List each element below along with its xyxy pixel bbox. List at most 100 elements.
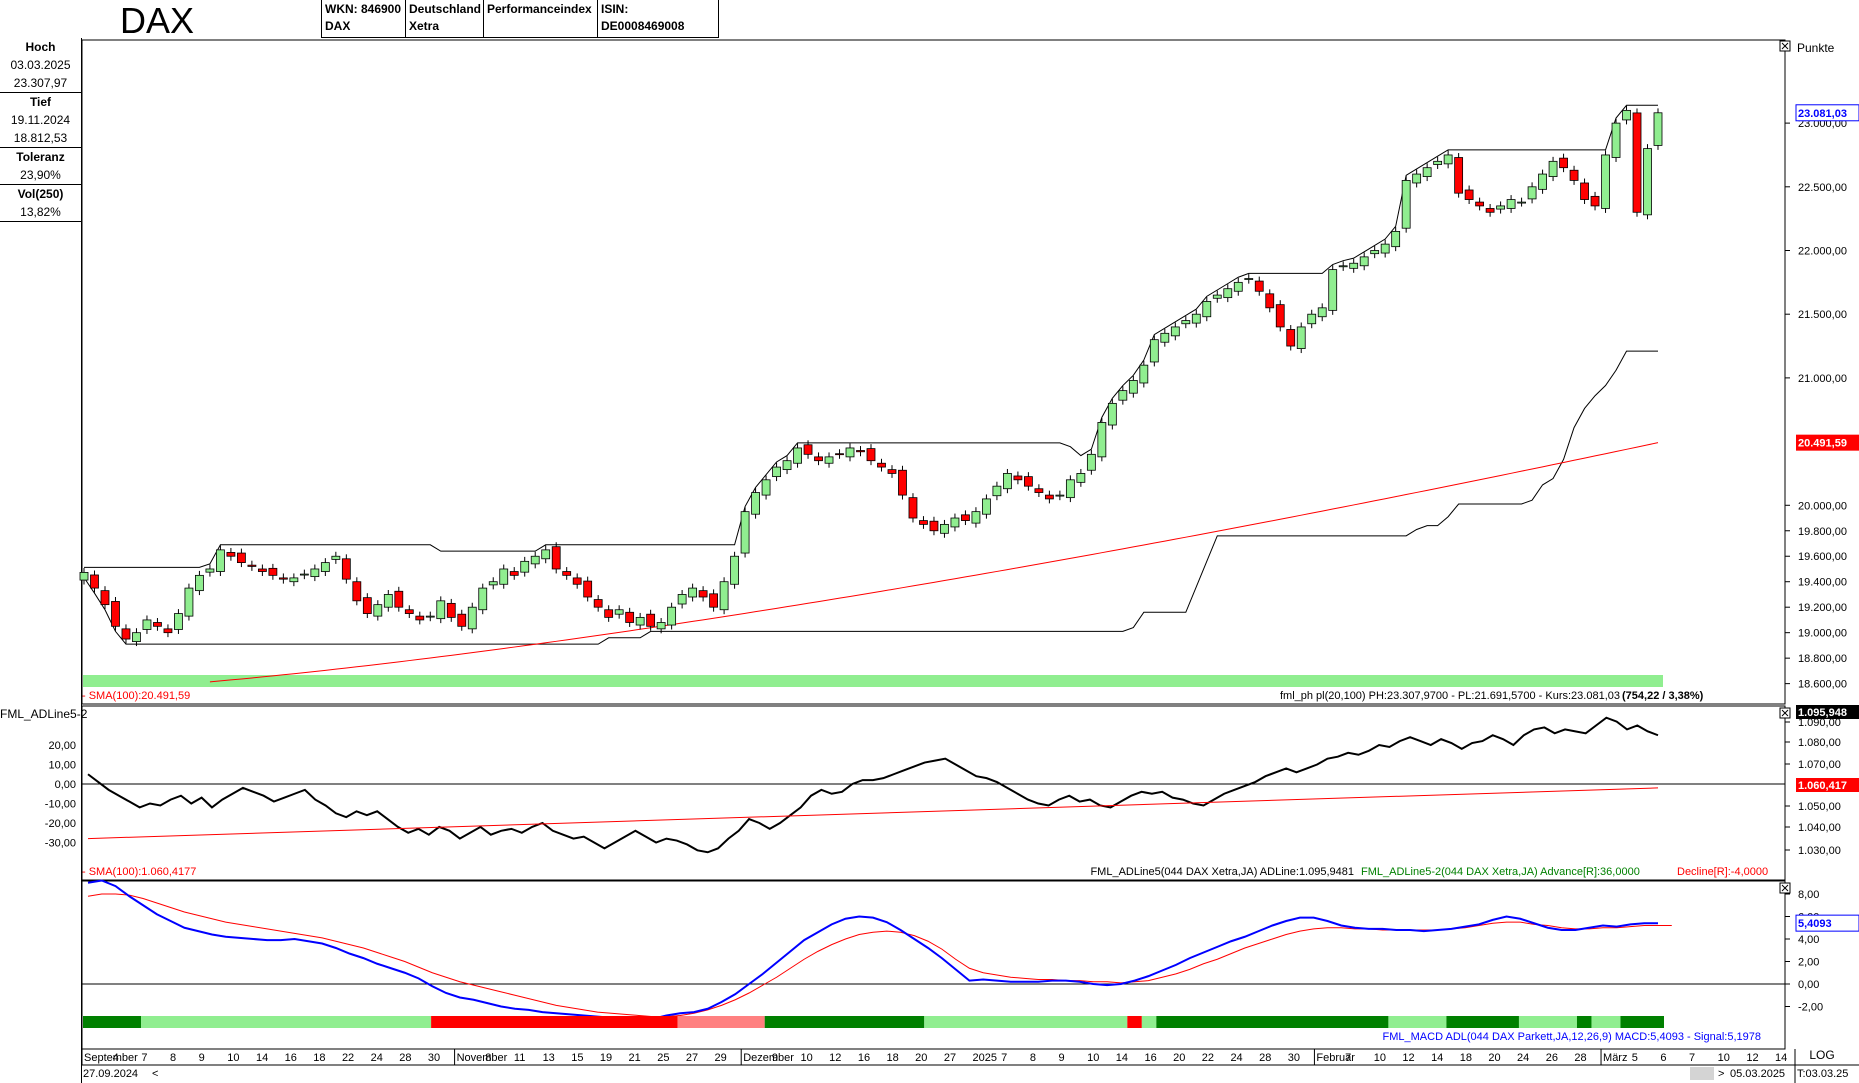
stat-label: Vol(250) <box>17 187 64 201</box>
candle-body <box>814 456 823 462</box>
candle-body <box>1307 313 1317 325</box>
panel-frames <box>81 39 1859 1083</box>
candle-body <box>583 580 593 598</box>
candle-body <box>1338 265 1348 268</box>
x-tick-label: 14 <box>1431 1052 1443 1064</box>
sma-price-tag: 20.491,59 <box>1798 438 1847 450</box>
candle-body <box>751 492 760 515</box>
candle-body <box>593 599 603 608</box>
x-tick-label: 20 <box>1173 1052 1185 1064</box>
candle-body <box>656 622 666 630</box>
x-tick-label: 9 <box>1058 1052 1064 1064</box>
candle-body <box>310 568 320 578</box>
candle-body <box>887 469 897 474</box>
candle-body <box>478 587 488 611</box>
candle-body <box>625 611 635 623</box>
candle-body <box>100 590 110 606</box>
candle-body <box>1370 250 1380 255</box>
candle-body <box>362 597 372 614</box>
candle-body <box>940 523 949 534</box>
x-tick-label: 9 <box>199 1052 205 1064</box>
candle-body <box>331 555 341 560</box>
candle-body <box>877 462 886 468</box>
candle-body <box>562 571 572 576</box>
candle-body <box>961 514 970 521</box>
candle-body <box>1433 160 1443 165</box>
macd-y-tick: -2,00 <box>1798 1002 1823 1014</box>
x-tick-label: 7 <box>1689 1052 1695 1064</box>
candle-body <box>551 546 561 570</box>
macd-state-segment <box>764 1016 925 1028</box>
scroll-right-icon[interactable]: > <box>1718 1068 1724 1080</box>
log-scale-toggle[interactable]: LOG <box>1809 1048 1834 1062</box>
stat-value: 23,90% <box>20 168 61 182</box>
x-tick-label: 19 <box>600 1052 612 1064</box>
candle-body <box>1622 109 1631 121</box>
adline-sma-legend: - SMA(100):1.060,4177 <box>82 866 196 878</box>
adline-legend: FML_ADLine5(044 DAX Xetra,JA) ADLine:1.0… <box>1090 866 1354 878</box>
close-icon[interactable] <box>1779 40 1791 52</box>
candle-body <box>919 520 928 525</box>
x-tick-label: 8 <box>1030 1052 1036 1064</box>
x-tick-label: 16 <box>1144 1052 1156 1064</box>
candle-body <box>824 456 834 464</box>
adline-y-tick: -20,00 <box>45 818 76 830</box>
sma-line <box>209 442 1659 683</box>
price-axis: 18.600,00 18.800,00 19.000,00 19.200,00 19.4… <box>1785 104 1859 691</box>
adline-right-tick: 1.070,00 <box>1798 759 1841 771</box>
panel-frame <box>81 880 1786 1050</box>
candle-body <box>1013 475 1023 481</box>
candle-body <box>761 479 771 496</box>
macd-state-segment <box>1576 1016 1592 1028</box>
scroll-thumb[interactable] <box>1690 1067 1714 1080</box>
x-tick-label: 28 <box>1259 1052 1271 1064</box>
x-tick-label: 10 <box>1374 1052 1386 1064</box>
x-tick-label: 10 <box>227 1052 239 1064</box>
x-tick-label: 13 <box>543 1052 555 1064</box>
y-tick-label: 18.800,00 <box>1798 653 1847 665</box>
t-date-label: T:03.03.25 <box>1797 1068 1848 1080</box>
close-icon[interactable] <box>1779 882 1791 894</box>
candle-body <box>1590 195 1600 207</box>
candle-body <box>268 567 278 576</box>
price-series <box>79 104 1663 687</box>
candle-body <box>383 594 393 608</box>
scroll-left-icon[interactable]: < <box>152 1068 158 1080</box>
adline-axis: 20,00 10,00 0,00 -10,00 -20,00 -30,00 1.090,00… <box>45 705 1859 857</box>
candle-body <box>803 444 813 455</box>
candle-body <box>121 628 131 640</box>
instrument-title: DAX <box>120 0 195 41</box>
adline-advance-legend: FML_ADLine5-2(044 DAX Xetra,JA) Advance[… <box>1361 866 1640 878</box>
header-cell-isin: ISIN: DE0008469008 <box>597 0 719 38</box>
candle-body <box>1055 494 1065 497</box>
adline-sma-tag: 1.060,417 <box>1798 780 1847 792</box>
close-icon[interactable] <box>1779 707 1791 719</box>
candle-body <box>111 601 120 627</box>
macd-y-tick: 0,00 <box>1798 979 1819 991</box>
candle-body <box>740 511 750 554</box>
y-tick-label: 22.000,00 <box>1798 246 1847 258</box>
x-tick-label: Februar <box>1316 1052 1355 1064</box>
candle-body <box>1454 157 1464 194</box>
sma-price-badge <box>1796 434 1859 451</box>
candle-body <box>1024 476 1033 487</box>
x-tick-label: 30 <box>1288 1052 1300 1064</box>
candle-body <box>1128 380 1138 394</box>
x-tick-label: 29 <box>715 1052 727 1064</box>
x-tick-label: 16 <box>285 1052 297 1064</box>
candle-body <box>677 594 687 605</box>
x-tick-label: 20 <box>915 1052 927 1064</box>
x-tick-label: 21 <box>629 1052 641 1064</box>
x-tick-label: 10 <box>1718 1052 1730 1064</box>
candle-body <box>1107 402 1117 426</box>
macd-axis: 8,006,004,002,000,00-2,005,4093 <box>82 889 1859 1014</box>
price-sma-legend: - SMA(100):20.491,59 <box>82 690 190 702</box>
candle-body <box>1559 157 1568 169</box>
x-tick-label: 12 <box>1746 1052 1758 1064</box>
candle-body <box>373 604 383 617</box>
candle-body <box>971 511 981 524</box>
candle-body <box>1212 294 1222 299</box>
price-channel-legend: fml_ph pl(20,100) PH:23.307,9700 - PL:21… <box>1280 690 1620 702</box>
candle-body <box>195 574 204 592</box>
